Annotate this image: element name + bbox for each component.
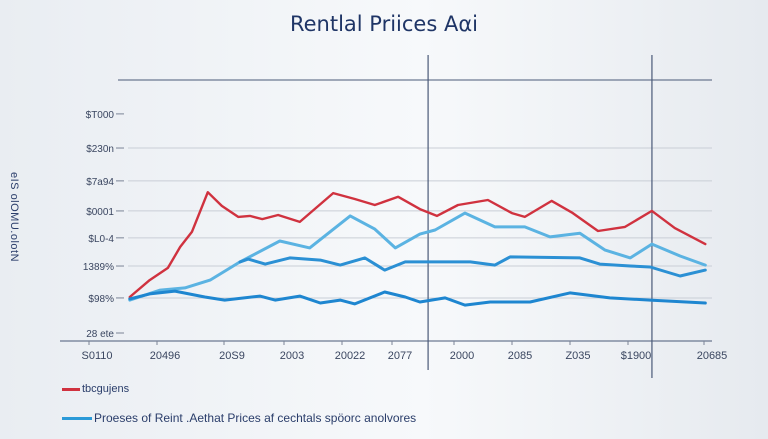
x-tick-label: 2077 — [388, 350, 412, 362]
legend-item-blue: Proeses of Reint .Aethat Prices af cecht… — [62, 411, 416, 425]
legend-item-red: tbcgujens — [62, 383, 129, 395]
y-tick-label: $98% — [88, 294, 114, 305]
y-axis-label: eIS olOMU.olotN — [8, 172, 20, 263]
series-line-4 — [128, 289, 707, 307]
x-tick-label: 20S9 — [219, 350, 245, 362]
y-tick-label: 1389% — [83, 262, 114, 273]
x-tick-label: 2085 — [508, 350, 532, 362]
x-tick-label: $1900 — [621, 350, 652, 362]
x-tick-label: 2000 — [450, 350, 474, 362]
x-tick-label: 20685 — [697, 350, 728, 362]
x-tick-label: 20022 — [335, 350, 366, 362]
legend-label-blue: Proeses of Reint .Aethat Prices af cecht… — [94, 411, 417, 425]
x-tick-label: S0110 — [82, 350, 113, 362]
series-line-2 — [128, 211, 707, 302]
y-tick-label: $7a94 — [86, 177, 114, 188]
x-tick-label: 2003 — [280, 350, 304, 362]
y-tick-label: $0001 — [86, 207, 114, 218]
legend-swatch-blue — [62, 416, 92, 420]
y-tick-label: $T000 — [86, 110, 115, 121]
x-tick-label: 20496 — [150, 350, 181, 362]
legend-label-red: tbcgujens — [82, 383, 130, 395]
series-line-1 — [128, 190, 707, 299]
series-line-3 — [238, 255, 707, 278]
chart-title: Rentlal Priices Aαi — [289, 12, 479, 36]
y-tick-label: $L0-4 — [88, 234, 114, 245]
x-tick-label: Z035 — [565, 350, 590, 362]
legend-swatch-red — [62, 387, 80, 391]
y-tick-label: 28 ete — [86, 329, 114, 340]
y-tick-label: $230n — [86, 144, 114, 155]
